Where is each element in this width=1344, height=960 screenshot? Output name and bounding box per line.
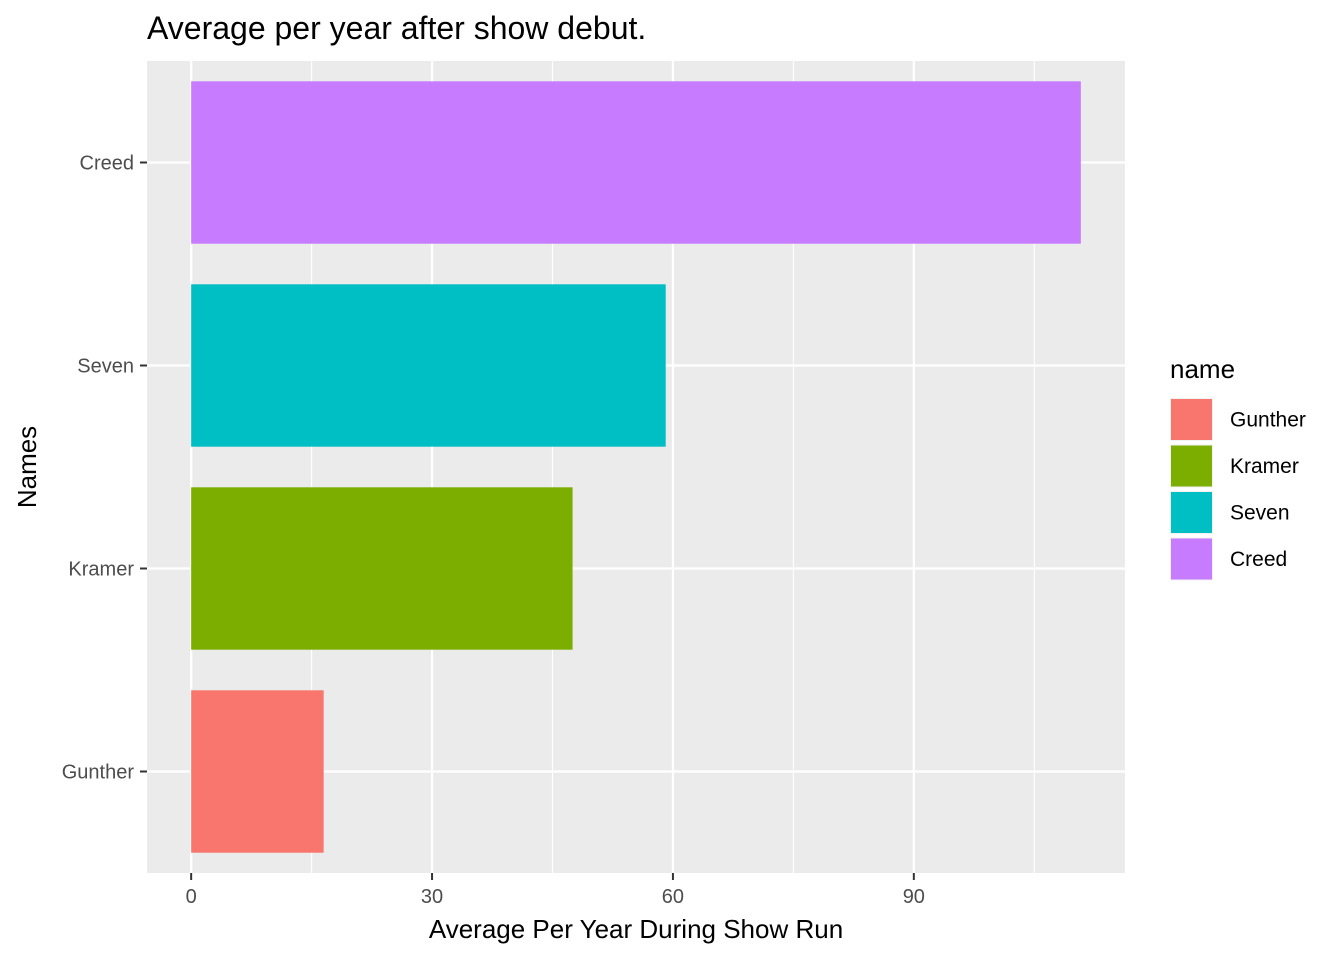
x-tick-label: 30 (421, 886, 443, 908)
y-axis: Gunther Kramer Seven Creed (62, 153, 147, 784)
bars (191, 81, 1081, 853)
bar-creed (191, 81, 1081, 244)
legend-label-kramer: Kramer (1230, 455, 1299, 478)
y-tick-label: Seven (77, 356, 134, 378)
y-tick-label: Gunther (62, 762, 135, 784)
bar-gunther (191, 690, 324, 853)
legend-label-seven: Seven (1230, 502, 1290, 525)
x-axis-title: Average Per Year During Show Run (429, 914, 843, 944)
legend-title: name (1170, 354, 1235, 384)
legend-swatch-seven (1171, 492, 1212, 533)
x-tick-label: 90 (903, 886, 925, 908)
legend-swatch-creed (1171, 538, 1212, 580)
legend: name Gunther Kramer Seven Creed (1170, 354, 1306, 581)
x-axis: 0 30 60 90 (186, 873, 925, 908)
legend-label-creed: Creed (1230, 548, 1287, 571)
legend-swatch-gunther (1171, 399, 1212, 440)
y-tick-label: Kramer (68, 559, 134, 581)
x-tick-label: 60 (662, 886, 684, 908)
legend-items: Gunther Kramer Seven Creed (1170, 398, 1306, 581)
legend-swatch-kramer (1171, 445, 1212, 487)
bar-kramer (191, 487, 573, 650)
y-tick-label: Creed (80, 153, 134, 175)
chart-title: Average per year after show debut. (147, 10, 646, 46)
y-axis-title: Names (12, 426, 42, 508)
x-tick-label: 0 (186, 886, 197, 908)
legend-label-gunther: Gunther (1230, 409, 1306, 432)
bar-seven (191, 284, 666, 447)
